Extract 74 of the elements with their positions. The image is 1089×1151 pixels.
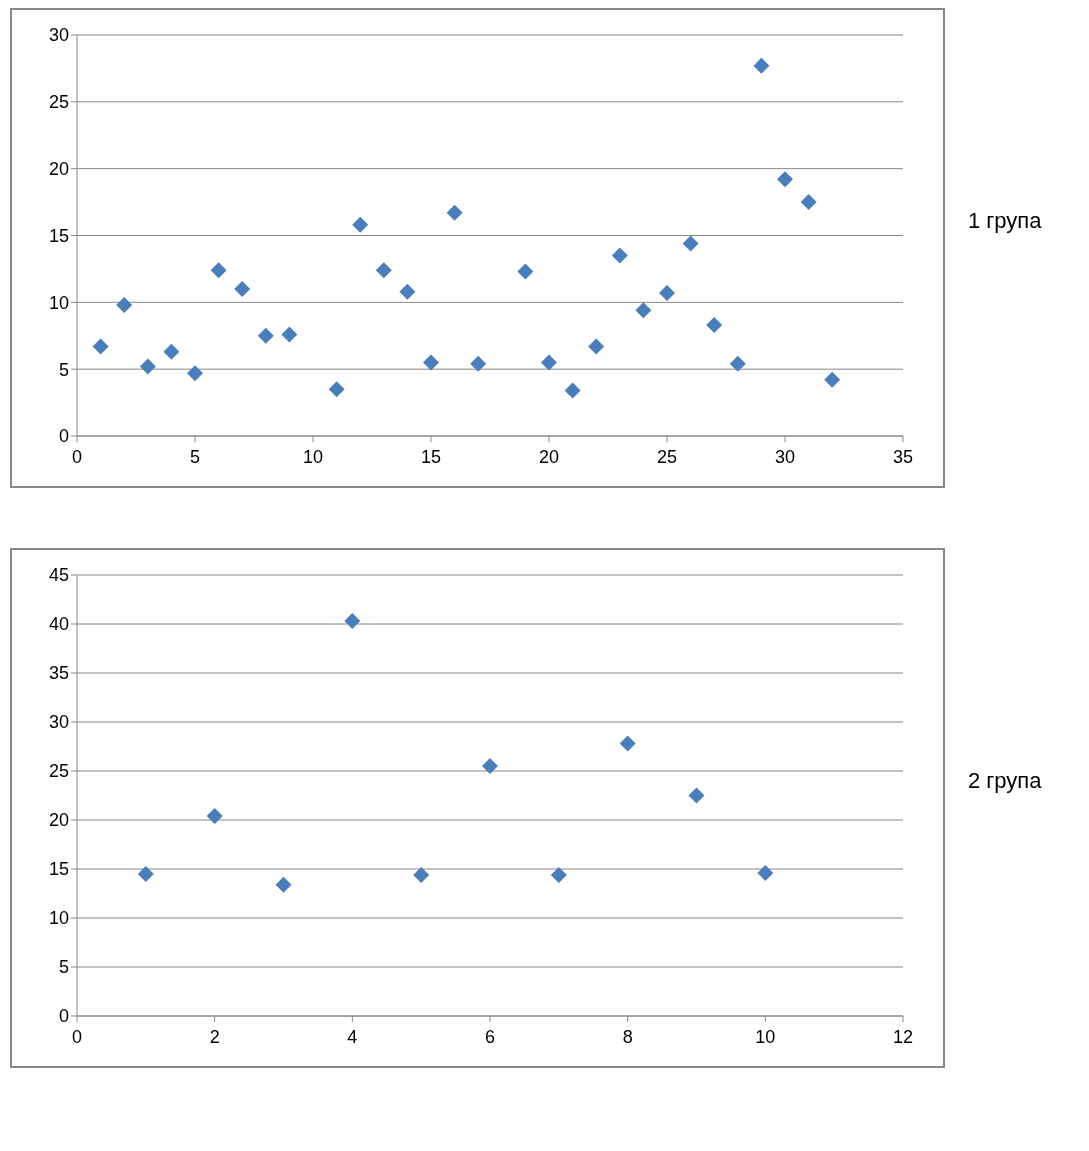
point <box>137 865 154 882</box>
y-tick-label: 10 <box>48 908 69 929</box>
x-tick-label: 30 <box>774 446 796 467</box>
y-tick-label: 40 <box>48 614 69 635</box>
point <box>375 262 392 279</box>
point <box>210 262 227 279</box>
point <box>541 354 557 371</box>
point <box>824 371 841 388</box>
point <box>588 338 605 355</box>
text: 2 група <box>968 768 1042 794</box>
point <box>234 280 251 297</box>
x-tick-label: 10 <box>755 1026 776 1047</box>
point <box>800 194 817 211</box>
point <box>619 735 636 752</box>
x-tick-label: 0 <box>71 1026 83 1047</box>
y-tick-label: 0 <box>58 1006 69 1027</box>
y-tick-label: 45 <box>48 565 69 586</box>
point <box>635 302 652 319</box>
y-tick-label: 30 <box>48 712 69 733</box>
point <box>423 354 439 371</box>
x-tick-label: 4 <box>347 1026 358 1047</box>
point <box>682 235 699 252</box>
point <box>659 284 675 301</box>
y-tick-label: 20 <box>48 810 69 831</box>
point <box>281 326 298 343</box>
point <box>706 317 723 334</box>
point <box>328 381 345 398</box>
y-tick-label: 30 <box>48 25 69 46</box>
x-tick-label: 25 <box>656 446 678 467</box>
y-tick-label: 15 <box>48 859 69 880</box>
x-tick-label: 10 <box>302 446 324 467</box>
point <box>413 866 430 883</box>
x-tick-label: 8 <box>622 1026 633 1047</box>
point <box>257 327 274 344</box>
point <box>163 343 180 360</box>
point <box>564 382 581 399</box>
point <box>517 263 534 280</box>
y-tick-label: 25 <box>48 92 69 113</box>
point <box>399 283 416 300</box>
point <box>275 876 292 893</box>
x-tick-label: 2 <box>209 1026 220 1047</box>
point <box>777 171 793 188</box>
point <box>352 216 369 233</box>
point <box>470 355 487 372</box>
y-tick-label: 25 <box>48 761 69 782</box>
y-tick-label: 0 <box>58 426 69 447</box>
x-tick-label: 15 <box>420 446 442 467</box>
y-tick-label: 15 <box>48 225 69 246</box>
point <box>611 247 628 264</box>
x-tick-label: 12 <box>892 1026 914 1047</box>
y-tick-label: 35 <box>48 663 69 684</box>
point <box>92 338 109 355</box>
point <box>688 787 705 804</box>
y-tick-label: 5 <box>58 359 69 380</box>
point <box>757 864 774 881</box>
x-tick-label: 5 <box>189 446 201 467</box>
point <box>187 365 203 382</box>
x-tick-label: 20 <box>538 446 560 467</box>
point <box>550 866 567 883</box>
point <box>116 297 133 314</box>
point <box>139 358 156 375</box>
y-tick-label: 5 <box>58 957 69 978</box>
x-tick-label: 6 <box>484 1026 496 1047</box>
x-tick-label: 35 <box>892 446 914 467</box>
point <box>206 808 223 825</box>
point <box>446 204 463 221</box>
point <box>753 57 770 74</box>
text: 1 група <box>968 208 1042 234</box>
x-tick-label: 0 <box>71 446 83 467</box>
point <box>482 758 498 775</box>
point <box>344 613 361 630</box>
y-tick-label: 10 <box>48 292 69 313</box>
y-tick-label: 20 <box>48 159 69 180</box>
point <box>729 355 746 372</box>
